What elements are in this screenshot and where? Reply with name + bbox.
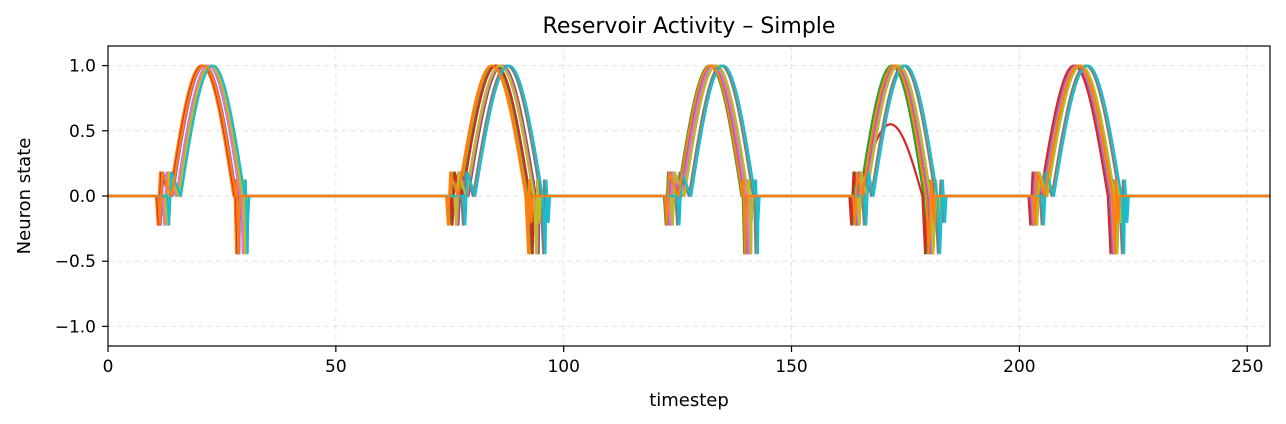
x-tick-label: 250 [1231,357,1263,377]
series-layer [108,64,1270,255]
x-tick-label: 0 [103,357,114,377]
x-tick-label: 150 [775,357,807,377]
y-tick-label: 1.0 [69,57,96,77]
chart-title: Reservoir Activity – Simple [543,14,836,39]
neuron-series-10 [108,64,1270,255]
y-tick-label: −0.5 [55,252,96,272]
neuron-series-11 [108,64,1270,255]
neuron-series-9 [108,64,1270,255]
x-tick-label: 100 [547,357,579,377]
y-tick-label: 0.5 [69,122,96,142]
x-tick-label: 200 [1003,357,1035,377]
y-axis: −1.0 −0.5 0.0 0.5 1.0 [55,57,108,337]
x-axis-label: timestep [649,390,729,411]
y-tick-label: −1.0 [55,317,96,337]
y-axis-label: Neuron state [14,138,35,255]
x-axis: 0 50 100 150 200 250 [103,346,1263,377]
x-tick-label: 50 [325,357,347,377]
y-tick-label: 0.0 [69,187,96,207]
